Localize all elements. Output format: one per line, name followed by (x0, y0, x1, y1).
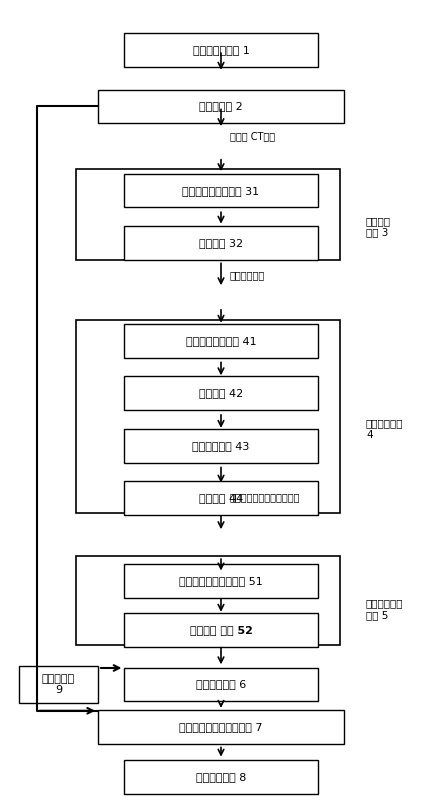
Text: 手术方案设计
模块 5: 手术方案设计 模块 5 (366, 599, 404, 621)
Text: 肾脏及周围组织的三维模型: 肾脏及周围组织的三维模型 (230, 492, 300, 502)
Text: 配准后的图像: 配准后的图像 (230, 270, 265, 280)
Text: 配准图像导入模块 41: 配准图像导入模块 41 (186, 335, 256, 346)
Text: 分割模块 42: 分割模块 42 (199, 388, 243, 398)
Text: 手术风险分析及应对模块 7: 手术风险分析及应对模块 7 (179, 722, 263, 733)
FancyBboxPatch shape (124, 33, 318, 67)
FancyBboxPatch shape (124, 564, 318, 598)
FancyBboxPatch shape (124, 429, 318, 463)
Text: 配准的数据导入模块 31: 配准的数据导入模块 31 (183, 185, 259, 196)
FancyBboxPatch shape (124, 173, 318, 207)
Text: 力反馈装置
9: 力反馈装置 9 (42, 674, 75, 696)
FancyBboxPatch shape (124, 760, 318, 794)
FancyBboxPatch shape (124, 226, 318, 260)
FancyBboxPatch shape (98, 89, 344, 123)
Text: 方案设计数据导入模块 51: 方案设计数据导入模块 51 (179, 576, 263, 586)
Text: 数据库建立模块 1: 数据库建立模块 1 (193, 45, 249, 55)
Text: 对象的 CT图像: 对象的 CT图像 (230, 131, 275, 142)
Text: 三维重建模块 43: 三维重建模块 43 (192, 441, 250, 451)
FancyBboxPatch shape (76, 168, 339, 260)
Text: 预后分析模块 8: 预后分析模块 8 (196, 772, 246, 782)
Text: 模拟手术模块 6: 模拟手术模块 6 (196, 679, 246, 689)
FancyBboxPatch shape (76, 320, 339, 513)
FancyBboxPatch shape (124, 324, 318, 358)
Text: 数据库模块 2: 数据库模块 2 (199, 102, 243, 111)
FancyBboxPatch shape (124, 481, 318, 515)
FancyBboxPatch shape (124, 613, 318, 646)
FancyBboxPatch shape (124, 376, 318, 410)
FancyBboxPatch shape (124, 667, 318, 701)
Text: 融合模块 44: 融合模块 44 (199, 493, 243, 503)
Text: 配准模块 32: 配准模块 32 (199, 238, 243, 248)
FancyBboxPatch shape (98, 710, 344, 744)
Text: 图像配准
模块 3: 图像配准 模块 3 (366, 216, 391, 238)
Text: 方案设计 模块 52: 方案设计 模块 52 (190, 625, 252, 634)
Text: 三维建模模块
4: 三维建模模块 4 (366, 418, 404, 440)
FancyBboxPatch shape (76, 556, 339, 645)
FancyBboxPatch shape (19, 666, 98, 704)
